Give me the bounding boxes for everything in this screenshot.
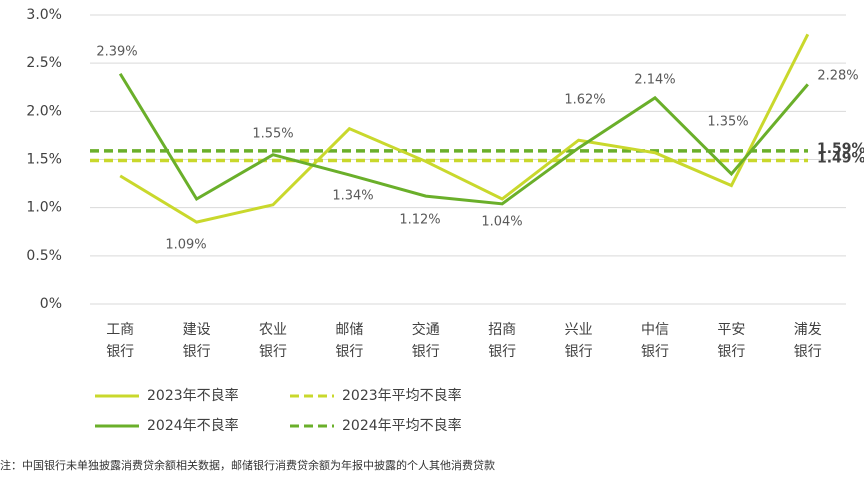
x-tick-label: 银行	[565, 344, 593, 360]
legend-label: 2023年不良率	[147, 387, 239, 404]
series-line	[119, 33, 810, 224]
average-label: 1.59%	[817, 141, 864, 157]
value-label: 1.35%	[707, 115, 748, 130]
value-label: 1.09%	[165, 238, 206, 253]
x-tick-label: 工商	[106, 322, 134, 338]
x-tick-label: 邮储	[335, 322, 363, 338]
legend-label: 2024年不良率	[147, 417, 239, 434]
x-tick-label: 银行	[717, 344, 745, 360]
y-tick-label: 2.0%	[26, 103, 62, 119]
legend-label: 2023年平均不良率	[342, 387, 462, 404]
x-tick-label: 银行	[335, 344, 363, 360]
y-tick-label: 3.0%	[26, 7, 62, 23]
value-label: 1.04%	[481, 215, 522, 230]
x-tick-label: 银行	[641, 344, 669, 360]
y-tick-label: 1.0%	[26, 200, 62, 216]
value-label: 1.62%	[564, 93, 605, 108]
average-label: 1.49%	[817, 150, 864, 166]
x-tick-label: 银行	[488, 344, 516, 360]
x-tick-label: 银行	[183, 344, 211, 360]
footnote: 注：中国银行未单独披露消费贷余额相关数据，邮储银行消费贷余额为年报中披露的个人其…	[0, 458, 495, 472]
value-label: 2.14%	[634, 73, 675, 88]
x-tick-label: 浦发	[794, 322, 822, 338]
value-label: 1.12%	[399, 213, 440, 228]
x-tick-label: 银行	[259, 344, 287, 360]
value-label: 1.55%	[252, 127, 293, 142]
x-tick-label: 农业	[259, 322, 287, 338]
y-tick-label: 2.5%	[26, 55, 62, 71]
x-tick-label: 平安	[717, 322, 745, 338]
x-tick-label: 中信	[641, 322, 669, 338]
x-tick-label: 交通	[412, 321, 440, 338]
value-label: 2.28%	[817, 69, 858, 84]
value-label: 2.39%	[96, 45, 137, 60]
legend-label: 2024年平均不良率	[342, 417, 462, 434]
y-tick-label: 1.5%	[26, 152, 62, 168]
series-line	[118, 72, 809, 206]
x-tick-label: 兴业	[565, 322, 593, 338]
value-label: 1.34%	[332, 189, 373, 204]
x-tick-label: 招商	[488, 322, 516, 338]
x-tick-label: 银行	[106, 344, 134, 360]
y-tick-label: 0%	[40, 296, 62, 312]
y-tick-label: 0.5%	[26, 248, 62, 264]
x-tick-label: 建设	[183, 322, 211, 338]
x-tick-label: 银行	[412, 344, 440, 360]
x-tick-label: 银行	[794, 344, 822, 360]
